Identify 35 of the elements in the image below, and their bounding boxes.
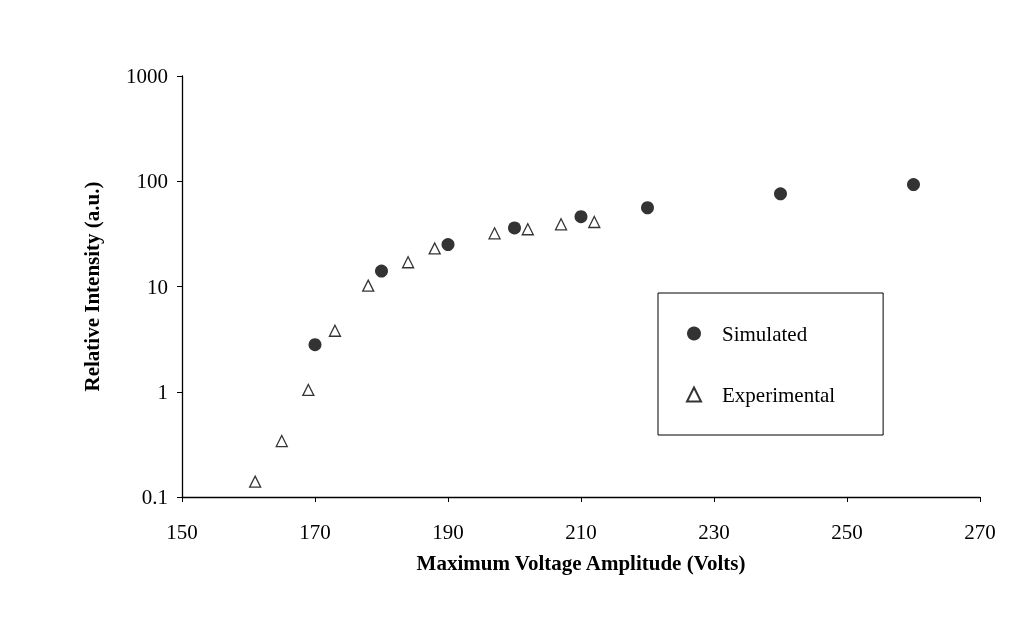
point xyxy=(521,223,534,236)
point xyxy=(488,227,501,240)
x-tick-label: 150 xyxy=(166,519,198,544)
point xyxy=(441,238,455,252)
y-axis-title: Relative Intensity (a.u.) xyxy=(79,181,104,392)
point xyxy=(774,187,787,201)
y-tick-label: 100 xyxy=(136,169,168,194)
point xyxy=(375,264,388,278)
x-axis-title: Maximum Voltage Amplitude (Volts) xyxy=(416,550,746,575)
legend-label: Experimental xyxy=(722,382,836,407)
point xyxy=(574,210,588,224)
x-tick-label: 170 xyxy=(299,519,331,544)
point xyxy=(428,242,441,255)
point xyxy=(328,324,342,337)
point xyxy=(275,434,288,448)
legend-label: Simulated xyxy=(722,321,808,346)
point xyxy=(302,383,315,397)
y-tick-label: 1 xyxy=(157,379,168,404)
point xyxy=(401,256,415,269)
point xyxy=(554,218,568,231)
point xyxy=(907,178,920,192)
y-tick-label: 10 xyxy=(147,274,168,299)
y-tick-label: 1000 xyxy=(126,64,168,88)
point xyxy=(588,215,601,229)
point xyxy=(308,338,322,352)
x-tick-label: 230 xyxy=(698,519,730,544)
x-tick-label: 210 xyxy=(565,519,597,544)
point xyxy=(249,475,262,488)
x-tick-label: 270 xyxy=(964,519,996,544)
x-tick-label: 190 xyxy=(432,519,464,544)
x-tick-label: 250 xyxy=(831,519,863,544)
y-tick-label: 0.1 xyxy=(141,485,168,509)
point xyxy=(508,221,521,235)
point xyxy=(641,201,654,215)
point xyxy=(362,279,375,292)
